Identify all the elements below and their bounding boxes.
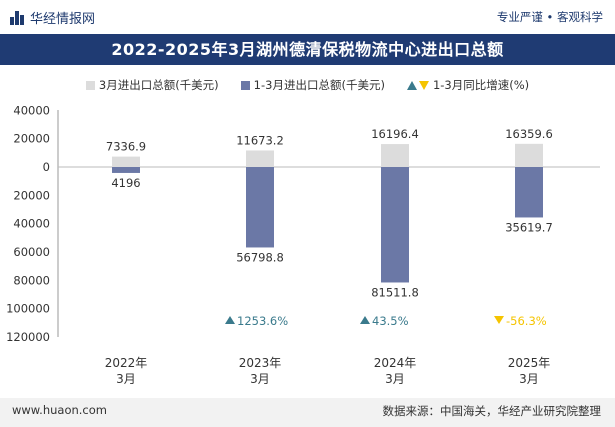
cumulative-bar — [381, 167, 409, 283]
legend-swatch-monthly — [85, 80, 95, 90]
triangle-up-icon — [406, 80, 417, 90]
x-category-label: 2025年 — [508, 356, 551, 370]
cumulative-bar — [246, 167, 274, 248]
monthly-bar — [246, 150, 274, 167]
monthly-bar — [112, 156, 140, 167]
monthly-value-label: 16359.6 — [505, 127, 553, 141]
y-tick-label: 120000 — [6, 330, 50, 344]
yoy-up-icon — [360, 316, 370, 324]
cumulative-value-label: 81511.8 — [371, 285, 419, 299]
legend-swatch-cumulative — [240, 80, 250, 90]
cumulative-value-label: 35619.7 — [505, 220, 553, 234]
yoy-label: 43.5% — [372, 314, 409, 328]
yoy-label: 1253.6% — [237, 314, 288, 328]
cumulative-value-label: 56798.8 — [236, 250, 284, 264]
legend-label-yoy: 1-3月同比增速(%) — [432, 78, 530, 92]
yoy-label: -56.3% — [506, 314, 547, 328]
y-tick-label: 40000 — [13, 103, 50, 117]
bar-chart-logo-icon — [10, 10, 24, 25]
legend-item-monthly: 3月进出口总额(千美元) — [85, 76, 219, 94]
cumulative-value-label: 4196 — [111, 176, 140, 190]
tagline: 专业严谨 • 客观科学 — [496, 10, 603, 24]
bar-chart: 40000 20000 0 20000 40000 60000 80000 100000 120… — [6, 103, 600, 386]
cumulative-bar — [515, 167, 543, 218]
brand: 华经情报网 — [10, 8, 95, 27]
x-category-label: 3月 — [385, 372, 405, 386]
yoy-up-icon — [225, 316, 235, 324]
monthly-value-label: 16196.4 — [371, 127, 419, 141]
y-tick-label: 60000 — [13, 245, 50, 259]
footer-source: 数据来源：中国海关，华经产业研究院整理 — [382, 404, 602, 418]
top-bar: 华经情报网 专业严谨 • 客观科学 — [0, 0, 615, 34]
y-tick-label: 80000 — [13, 273, 50, 287]
y-tick-label: 100000 — [6, 302, 50, 316]
chart-title: 2022-2025年3月湖州德清保税物流中心进出口总额 — [0, 34, 615, 65]
footer-url[interactable]: www.huaon.com — [12, 403, 107, 417]
yoy-down-icon — [494, 316, 504, 324]
y-tick-label: 20000 — [13, 188, 50, 202]
x-category-label: 2023年 — [239, 356, 282, 370]
monthly-bar — [515, 143, 543, 167]
monthly-bar — [381, 144, 409, 167]
y-tick-label: 40000 — [13, 217, 50, 231]
triangle-down-icon — [418, 80, 429, 90]
legend-item-cumulative: 1-3月进出口总额(千美元) — [240, 76, 385, 94]
y-tick-label: 20000 — [13, 132, 50, 146]
footer: www.huaon.com 数据来源：中国海关，华经产业研究院整理 — [0, 398, 615, 427]
x-category-label: 3月 — [116, 372, 136, 386]
legend: 3月进出口总额(千美元) 1-3月进出口总额(千美元) 1-3月同比增速(%) — [0, 76, 615, 94]
y-tick-label: 0 — [43, 160, 50, 174]
x-category-label: 2024年 — [374, 356, 417, 370]
legend-label-cumulative: 1-3月进出口总额(千美元) — [253, 78, 385, 92]
x-category-label: 3月 — [250, 372, 270, 386]
legend-label-monthly: 3月进出口总额(千美元) — [98, 78, 219, 92]
brand-name: 华经情报网 — [30, 12, 96, 27]
monthly-value-label: 7336.9 — [106, 140, 146, 154]
monthly-value-label: 11673.2 — [236, 133, 284, 147]
legend-item-yoy: 1-3月同比增速(%) — [406, 76, 530, 94]
x-category-label: 3月 — [519, 372, 539, 386]
x-category-label: 2022年 — [105, 356, 148, 370]
cumulative-bar — [112, 167, 140, 173]
